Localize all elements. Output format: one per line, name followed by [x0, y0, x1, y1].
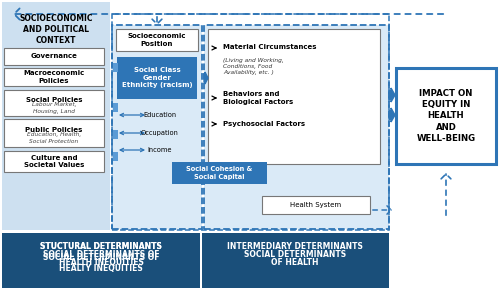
- Bar: [204, 25, 389, 229]
- Text: SOCIOECONOMIC
AND POLITICAL
CONTEXT: SOCIOECONOMIC AND POLITICAL CONTEXT: [19, 14, 93, 45]
- Text: Occupation: Occupation: [141, 130, 179, 136]
- Bar: [116, 29, 198, 51]
- Text: SOCIAL DETERMINANTS: SOCIAL DETERMINANTS: [244, 250, 346, 259]
- Bar: [262, 196, 370, 214]
- Text: HEALTH INEQUITIES: HEALTH INEQUITIES: [58, 258, 144, 267]
- Bar: [113, 152, 118, 161]
- Bar: [113, 103, 118, 112]
- Text: Governance: Governance: [30, 53, 78, 59]
- Bar: [172, 162, 267, 184]
- Text: Macroeconomic
Policies: Macroeconomic Policies: [24, 70, 84, 84]
- Bar: [113, 130, 118, 139]
- Text: STUCTURAL DETERMINANTS: STUCTURAL DETERMINANTS: [40, 242, 162, 251]
- Text: Social Class
Gender
Ethnicity (racism): Social Class Gender Ethnicity (racism): [122, 68, 192, 88]
- Text: Psychosocial Factors: Psychosocial Factors: [223, 121, 305, 127]
- Text: Social Policies: Social Policies: [26, 97, 82, 103]
- Bar: [112, 14, 389, 230]
- Bar: [208, 29, 380, 164]
- Bar: [4, 48, 104, 65]
- Text: Education, Health,
Social Protection: Education, Health, Social Protection: [27, 133, 81, 144]
- Text: Socioeconomic
Position: Socioeconomic Position: [128, 33, 186, 47]
- Text: Material Circumstances: Material Circumstances: [223, 44, 316, 50]
- Text: Health System: Health System: [290, 202, 342, 208]
- Bar: [113, 63, 118, 72]
- FancyArrow shape: [389, 88, 395, 102]
- Bar: [4, 68, 104, 86]
- Bar: [4, 90, 104, 116]
- Text: OF HEALTH: OF HEALTH: [271, 258, 319, 267]
- Bar: [4, 151, 104, 172]
- Text: Culture and
Societal Values: Culture and Societal Values: [24, 155, 84, 168]
- Text: Behaviors and
Biological Factors: Behaviors and Biological Factors: [223, 91, 293, 105]
- Text: Education: Education: [144, 112, 176, 118]
- Text: (Living and Working,
Conditions, Food
Availability, etc. ): (Living and Working, Conditions, Food Av…: [223, 58, 284, 75]
- Text: STUCTURAL DETERMINANTS
SOCIAL DETERMINANTS OF
HEALTY INEQUITIES: STUCTURAL DETERMINANTS SOCIAL DETERMINAN…: [40, 242, 162, 273]
- Text: INTERMEDIARY DETERMINANTS: INTERMEDIARY DETERMINANTS: [227, 242, 363, 251]
- Text: Income: Income: [148, 147, 172, 153]
- Text: IMPACT ON
EQUITY IN
HEALTH
AND
WELL-BEING: IMPACT ON EQUITY IN HEALTH AND WELL-BEIN…: [416, 89, 476, 143]
- Text: Labour Market,
Housing, Land: Labour Market, Housing, Land: [32, 102, 76, 114]
- FancyArrow shape: [389, 108, 395, 122]
- Text: SOCIAL DETERMINANTS OF: SOCIAL DETERMINANTS OF: [43, 250, 159, 259]
- Bar: [2, 2, 110, 230]
- FancyArrow shape: [204, 72, 208, 84]
- Bar: [117, 57, 197, 99]
- Bar: [112, 25, 202, 229]
- Bar: [202, 233, 389, 288]
- Bar: [4, 119, 104, 147]
- Text: Social Cohesion &
Social Capital: Social Cohesion & Social Capital: [186, 166, 252, 180]
- Bar: [2, 233, 200, 288]
- Bar: [396, 68, 496, 164]
- Text: Public Policies: Public Policies: [26, 127, 82, 133]
